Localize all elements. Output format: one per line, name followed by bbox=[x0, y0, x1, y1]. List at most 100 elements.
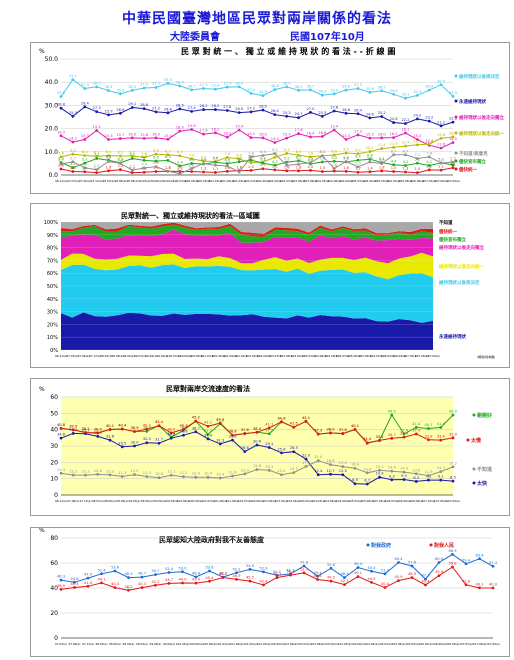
x-tick-label: 99.03(a) bbox=[134, 354, 146, 358]
data-point bbox=[478, 586, 481, 590]
data-point bbox=[404, 122, 407, 125]
data-point bbox=[285, 160, 289, 164]
data-label: 8.6 bbox=[331, 150, 337, 154]
data-label: 50.7 bbox=[151, 569, 159, 573]
data-point bbox=[404, 164, 407, 167]
x-tick-label: 104.09(a) bbox=[336, 499, 350, 503]
data-point bbox=[383, 586, 387, 589]
data-point bbox=[309, 155, 312, 159]
data-point bbox=[390, 436, 394, 440]
data-point bbox=[275, 573, 279, 577]
data-point bbox=[190, 110, 194, 113]
data-point bbox=[261, 136, 265, 140]
y-tick-label: 20 bbox=[50, 459, 58, 466]
data-point bbox=[402, 435, 406, 439]
data-label: 2.0 bbox=[248, 165, 254, 169]
data-label: 8.4 bbox=[260, 150, 266, 154]
data-point bbox=[118, 92, 122, 96]
data-label: 1.6 bbox=[224, 166, 230, 170]
data-point bbox=[225, 135, 229, 139]
data-label: 44.8 bbox=[277, 416, 286, 420]
data-point bbox=[214, 163, 217, 167]
data-label: 14.2 bbox=[69, 137, 77, 141]
legend-label: 儘快統一 bbox=[438, 228, 457, 235]
x-tick-label: 102.09(a) bbox=[268, 179, 282, 183]
x-tick-label: 97.03(a) bbox=[67, 179, 79, 183]
x-tick-label: 98.03(a) bbox=[92, 499, 104, 503]
data-point bbox=[96, 473, 100, 476]
data-label: 27.6 bbox=[330, 105, 339, 109]
data-point bbox=[329, 463, 332, 467]
data-label: 10.9 bbox=[192, 472, 201, 476]
data-point bbox=[142, 155, 146, 159]
data-label: 38.0 bbox=[167, 427, 176, 431]
y-tick-label: 10 bbox=[50, 476, 58, 483]
data-point bbox=[464, 583, 468, 587]
data-label: 9.3 bbox=[284, 148, 290, 152]
data-point bbox=[280, 473, 283, 477]
data-label: 26.6 bbox=[241, 446, 250, 450]
legend-marker bbox=[454, 151, 458, 155]
data-label: 4.6 bbox=[296, 159, 302, 163]
data-point bbox=[83, 166, 87, 170]
data-label: 18.1 bbox=[401, 128, 409, 132]
data-point bbox=[190, 88, 194, 92]
series-line bbox=[60, 153, 454, 175]
x-tick-label: 101.06(a) bbox=[212, 354, 226, 358]
data-label: 2.2 bbox=[426, 164, 432, 168]
data-label: 12.5 bbox=[130, 469, 138, 473]
data-label: 36.4 bbox=[105, 85, 114, 89]
data-point bbox=[392, 92, 396, 96]
data-point bbox=[309, 110, 312, 114]
x-tick-label: 96.11(a) bbox=[55, 499, 67, 503]
data-label: 9.3 bbox=[389, 474, 395, 478]
x-tick-label: 103.03(a) bbox=[280, 179, 294, 183]
data-point bbox=[225, 162, 229, 166]
data-label: 52.2 bbox=[232, 567, 240, 571]
data-point bbox=[410, 564, 414, 568]
data-point bbox=[332, 128, 336, 132]
legend-label: 永遠維持現狀 bbox=[438, 333, 466, 340]
data-point bbox=[404, 96, 407, 100]
data-label: 5.1 bbox=[82, 158, 88, 162]
data-label: 40.1 bbox=[106, 424, 114, 428]
data-point bbox=[280, 451, 283, 455]
data-point bbox=[356, 133, 360, 137]
data-point bbox=[297, 88, 300, 92]
y-tick-label: 50 bbox=[50, 410, 58, 417]
x-tick-label: 104.03(a) bbox=[315, 179, 329, 183]
data-label: 35.0 bbox=[449, 432, 458, 436]
legend-marker bbox=[454, 167, 458, 171]
data-point bbox=[248, 567, 252, 571]
x-tick-label: 104.09(a) bbox=[365, 642, 379, 646]
data-label: 14.0 bbox=[449, 137, 458, 141]
data-label: 32.0 bbox=[143, 437, 152, 441]
data-label: 44.0 bbox=[178, 578, 187, 582]
data-label: 49.9 bbox=[435, 570, 444, 574]
data-point bbox=[84, 431, 87, 435]
data-label: 63.4 bbox=[475, 553, 484, 557]
data-point bbox=[154, 86, 158, 89]
data-label: 2.2 bbox=[272, 164, 278, 168]
data-point bbox=[83, 87, 87, 90]
data-point bbox=[356, 152, 360, 156]
legend-marker bbox=[429, 543, 433, 547]
data-label: 3.2 bbox=[70, 162, 76, 166]
data-point bbox=[107, 113, 110, 117]
data-label: 12.2 bbox=[69, 470, 77, 474]
data-label: 35.2 bbox=[247, 88, 255, 92]
x-tick-label: 104.09(a) bbox=[325, 354, 339, 358]
data-label: 6.4 bbox=[355, 155, 361, 159]
data-label: 2.6 bbox=[58, 163, 64, 167]
data-label: 5.4 bbox=[58, 157, 64, 161]
data-label: 51.4 bbox=[97, 568, 106, 572]
x-tick-label: 103.09(a) bbox=[304, 179, 318, 183]
data-point bbox=[383, 572, 387, 576]
data-label: 13.0 bbox=[412, 468, 421, 472]
data-label: 15.3 bbox=[105, 134, 113, 138]
data-label: 1.2 bbox=[355, 167, 361, 171]
series-line bbox=[60, 157, 454, 169]
x-tick-label: 106.09(a) bbox=[392, 354, 406, 358]
data-point bbox=[273, 88, 277, 92]
legend-label: 剛剛好 bbox=[477, 412, 492, 419]
